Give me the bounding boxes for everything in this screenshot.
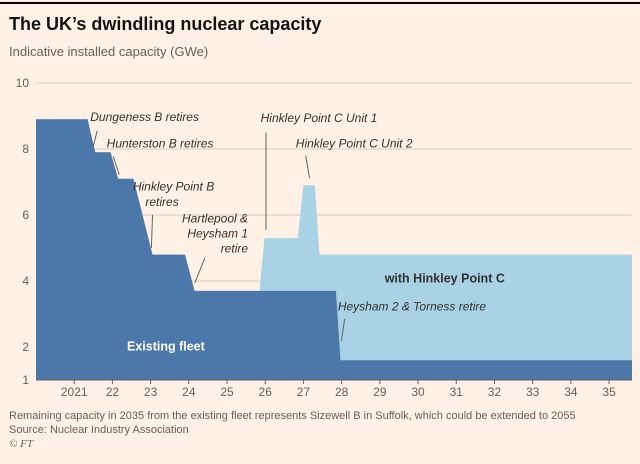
annotation-hunterston-b-retires: Hunterston B retires [107,136,214,150]
y-tick-label: 2 [22,340,29,354]
annotation-hinkley-point-c-unit-2-leader-line [305,155,311,179]
annotation-hunterston-b-retires-leader-line [112,156,120,175]
x-tick-label: 25 [220,385,234,399]
annotation-heysham-2-torness-retire: Heysham 2 & Torness retire [338,300,487,314]
x-tick-label: 30 [411,385,425,399]
x-tick-label: 32 [488,385,502,399]
x-tick-label: 27 [297,385,311,399]
annotation-hartlepool-heysham-1-retire: Hartlepool & [182,211,248,225]
annotation-hinkley-point-b-retires: retires [145,195,178,209]
x-tick-label: 2021 [61,385,88,399]
area-existing-fleet [36,119,632,381]
x-tick-label: 29 [373,385,387,399]
annotation-hartlepool-heysham-1-retire: Heysham 1 [187,226,248,240]
annotation-hinkley-point-b-retires: Hinkley Point B [133,179,214,193]
x-tick-label: 33 [526,385,540,399]
y-tick-label: 6 [22,208,29,222]
x-tick-label: 31 [450,385,464,399]
footnote: Remaining capacity in 2035 from the exis… [9,410,576,422]
x-tick-label: 28 [335,385,349,399]
x-tick-label: 34 [564,385,578,399]
x-tick-label: 24 [182,385,196,399]
annotation-hinkley-point-b-retires-leader-line [150,214,154,249]
annotation-heysham-2-torness-retire-leader-line [340,318,346,342]
source-line: Source: Nuclear Industry Association [9,424,189,436]
top-rule [0,2,640,4]
y-tick-label: 8 [22,142,29,156]
x-tick-label: 23 [144,385,158,399]
label-with-hinkley-point-c: with Hinkley Point C [384,272,505,286]
annotation-hinkley-point-c-unit-1: Hinkley Point C Unit 1 [261,111,378,125]
x-tick-label: 22 [106,385,120,399]
annotation-dungeness-b-retires: Dungeness B retires [90,110,199,124]
y-tick-label: 4 [22,274,29,288]
chart-subtitle: Indicative installed capacity (GWe) [9,44,209,59]
label-existing-fleet: Existing fleet [127,339,206,353]
x-tick-label: 26 [259,385,273,399]
x-tick-label: 35 [602,385,616,399]
chart-footer: Remaining capacity in 2035 from the exis… [9,409,640,451]
ft-credit: © FT [9,438,33,450]
y-tick-label: 1 [22,373,29,387]
annotation-dungeness-b-retires-leader-line [92,130,98,147]
y-tick-label: 10 [16,76,30,90]
annotation-hartlepool-heysham-1-retire: retire [221,242,249,256]
annotation-hartlepool-heysham-1-retire-leader-line [194,257,206,283]
annotation-hinkley-point-c-unit-2: Hinkley Point C Unit 2 [296,136,413,150]
chart-title: The UK’s dwindling nuclear capacity [9,14,322,34]
